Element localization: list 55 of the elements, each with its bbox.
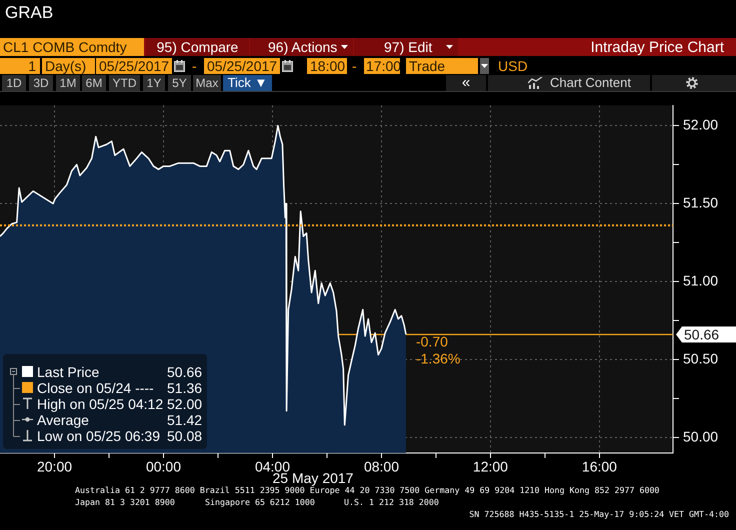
text: 05/25/2017 [96,58,172,74]
text: GRAB [5,3,54,22]
annotation: Low on 05/25 06:39 [37,428,160,444]
y-tick-label: 52.00 [683,116,718,133]
x-tick-label: 12:00 [472,458,508,474]
y-tick-label: 51.00 [683,272,718,288]
y-tick-label: 50.00 [683,428,718,444]
text: Chart Content [488,75,650,91]
text: Max [193,75,221,91]
text: 3D [29,75,53,91]
text: 1Y [143,75,165,91]
text: - [192,58,197,74]
x-tick-label: 00:00 [146,458,182,474]
text: 96) Actions [250,38,353,56]
text: U.S. 1 212 318 2000 [344,497,439,507]
text: Trade [406,58,478,74]
text: 97) Edit [354,38,458,56]
text: Tick ▼ [223,75,272,91]
text: SN 725688 H435-5135-1 25-May-17 9:05:24 VET GMT-4:00 [469,509,729,519]
text: Singapore 65 6212 1000 [205,497,315,507]
text: - [352,58,357,74]
x-tick-label: 16:00 [582,458,618,474]
annotation: 52.00 [167,396,202,412]
legend-label: Close on 05/24 ---- [37,380,154,396]
text: Australia 61 2 9777 8600 Brazil 5511 2395 9000 Europe 44 20 7330 7500 Germany 49 69 9204 1210 Hong Kong 852 2977 6000 [75,485,660,495]
x-tick-label: 08:00 [364,458,400,474]
ref-line-label: 50.66 [684,326,720,342]
text: Day(s) [42,58,95,74]
text: YTD [109,75,140,91]
annotation: 50.08 [167,428,202,444]
annotation: High on 05/25 04:12 [37,396,164,412]
text: 6M [82,75,106,91]
text: CL1 COMB Comdty [0,38,144,56]
legend-label: Last Price [37,364,100,380]
text: 18:00 [307,58,347,74]
annotation: 51.36 [167,380,202,396]
text: 1M [56,75,80,91]
annotation: 50.66 [167,364,202,380]
chart-title: Intraday Price Chart [590,38,725,56]
text: 05/25/2017 [204,58,280,74]
x-tick-label: 04:00 [254,458,290,474]
text: « [446,74,486,91]
annotation: -0.70 [416,333,448,350]
text: 95) Compare [146,38,249,56]
text: 5Y [168,75,191,91]
annotation: 51.42 [167,412,202,428]
text: Japan 81 3 3201 8900 [75,497,175,507]
annotation: -1.36% [416,350,460,366]
text: 1D [2,75,26,91]
y-tick-label: 51.50 [683,194,718,210]
y-tick-label: 50.50 [683,350,718,366]
x-tick-label: 20:00 [36,458,72,474]
annotation: Average [37,412,89,428]
text: USD [498,58,528,74]
text: 1 [0,58,40,74]
